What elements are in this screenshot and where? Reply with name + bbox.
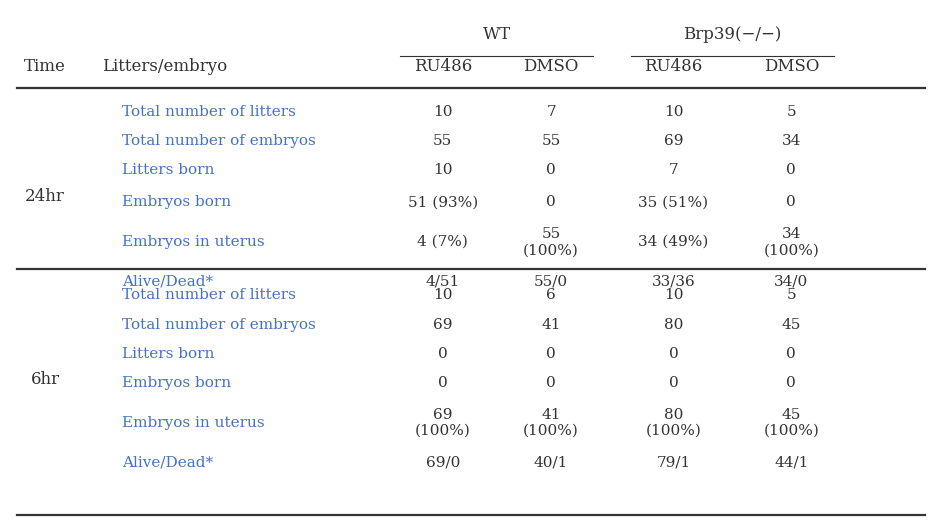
Text: 4 (7%): 4 (7%) bbox=[417, 235, 468, 249]
Text: 0: 0 bbox=[438, 376, 447, 390]
Text: DMSO: DMSO bbox=[764, 58, 819, 75]
Text: 6: 6 bbox=[546, 288, 556, 302]
Text: 55: 55 bbox=[542, 134, 560, 148]
Text: 69: 69 bbox=[433, 318, 452, 331]
Text: 0: 0 bbox=[546, 163, 556, 177]
Text: 34/0: 34/0 bbox=[774, 275, 808, 289]
Text: 0: 0 bbox=[787, 347, 796, 361]
Text: Embryos born: Embryos born bbox=[122, 195, 232, 209]
Text: Total number of litters: Total number of litters bbox=[122, 105, 297, 119]
Text: 4/51: 4/51 bbox=[426, 275, 460, 289]
Text: Litters/embryo: Litters/embryo bbox=[103, 58, 227, 75]
Text: 44/1: 44/1 bbox=[774, 456, 808, 470]
Text: 55/0: 55/0 bbox=[534, 275, 568, 289]
Text: 0: 0 bbox=[438, 347, 447, 361]
Text: 5: 5 bbox=[787, 288, 796, 302]
Text: 55: 55 bbox=[433, 134, 452, 148]
Text: 51 (93%): 51 (93%) bbox=[408, 195, 478, 209]
Text: 33/36: 33/36 bbox=[652, 275, 695, 289]
Text: 80
(100%): 80 (100%) bbox=[645, 408, 702, 438]
Text: Total number of embryos: Total number of embryos bbox=[122, 318, 317, 331]
Text: 10: 10 bbox=[433, 105, 452, 119]
Text: WT: WT bbox=[483, 26, 511, 43]
Text: Brp39(−/−): Brp39(−/−) bbox=[683, 26, 782, 43]
Text: 0: 0 bbox=[669, 347, 678, 361]
Text: 55
(100%): 55 (100%) bbox=[523, 227, 579, 257]
Text: 34 (49%): 34 (49%) bbox=[639, 235, 708, 249]
Text: 34
(100%): 34 (100%) bbox=[763, 227, 820, 257]
Text: 24hr: 24hr bbox=[25, 188, 65, 205]
Text: 10: 10 bbox=[664, 105, 683, 119]
Text: 34: 34 bbox=[782, 134, 801, 148]
Text: Alive/Dead*: Alive/Dead* bbox=[122, 456, 214, 470]
Text: RU486: RU486 bbox=[414, 58, 472, 75]
Text: 41
(100%): 41 (100%) bbox=[523, 408, 579, 438]
Text: 0: 0 bbox=[787, 195, 796, 209]
Text: 80: 80 bbox=[664, 318, 683, 331]
Text: 0: 0 bbox=[546, 376, 556, 390]
Text: 0: 0 bbox=[787, 163, 796, 177]
Text: 0: 0 bbox=[787, 376, 796, 390]
Text: Total number of litters: Total number of litters bbox=[122, 288, 297, 302]
Text: Total number of embryos: Total number of embryos bbox=[122, 134, 317, 148]
Text: 7: 7 bbox=[546, 105, 556, 119]
Text: 35 (51%): 35 (51%) bbox=[639, 195, 708, 209]
Text: 45
(100%): 45 (100%) bbox=[763, 408, 820, 438]
Text: 69
(100%): 69 (100%) bbox=[414, 408, 471, 438]
Text: RU486: RU486 bbox=[644, 58, 703, 75]
Text: 45: 45 bbox=[782, 318, 801, 331]
Text: 79/1: 79/1 bbox=[657, 456, 690, 470]
Text: Litters born: Litters born bbox=[122, 347, 215, 361]
Text: Alive/Dead*: Alive/Dead* bbox=[122, 275, 214, 289]
Text: 10: 10 bbox=[664, 288, 683, 302]
Text: 69/0: 69/0 bbox=[426, 456, 460, 470]
Text: 6hr: 6hr bbox=[31, 371, 59, 387]
Text: 0: 0 bbox=[669, 376, 678, 390]
Text: Embryos born: Embryos born bbox=[122, 376, 232, 390]
Text: DMSO: DMSO bbox=[524, 58, 578, 75]
Text: 40/1: 40/1 bbox=[534, 456, 568, 470]
Text: Litters born: Litters born bbox=[122, 163, 215, 177]
Text: 69: 69 bbox=[664, 134, 683, 148]
Text: Embryos in uterus: Embryos in uterus bbox=[122, 416, 265, 430]
Text: 5: 5 bbox=[787, 105, 796, 119]
Text: 7: 7 bbox=[669, 163, 678, 177]
Text: Embryos in uterus: Embryos in uterus bbox=[122, 235, 265, 249]
Text: 10: 10 bbox=[433, 288, 452, 302]
Text: 10: 10 bbox=[433, 163, 452, 177]
Text: 0: 0 bbox=[546, 195, 556, 209]
Text: 41: 41 bbox=[542, 318, 560, 331]
Text: Time: Time bbox=[24, 58, 66, 75]
Text: 0: 0 bbox=[546, 347, 556, 361]
